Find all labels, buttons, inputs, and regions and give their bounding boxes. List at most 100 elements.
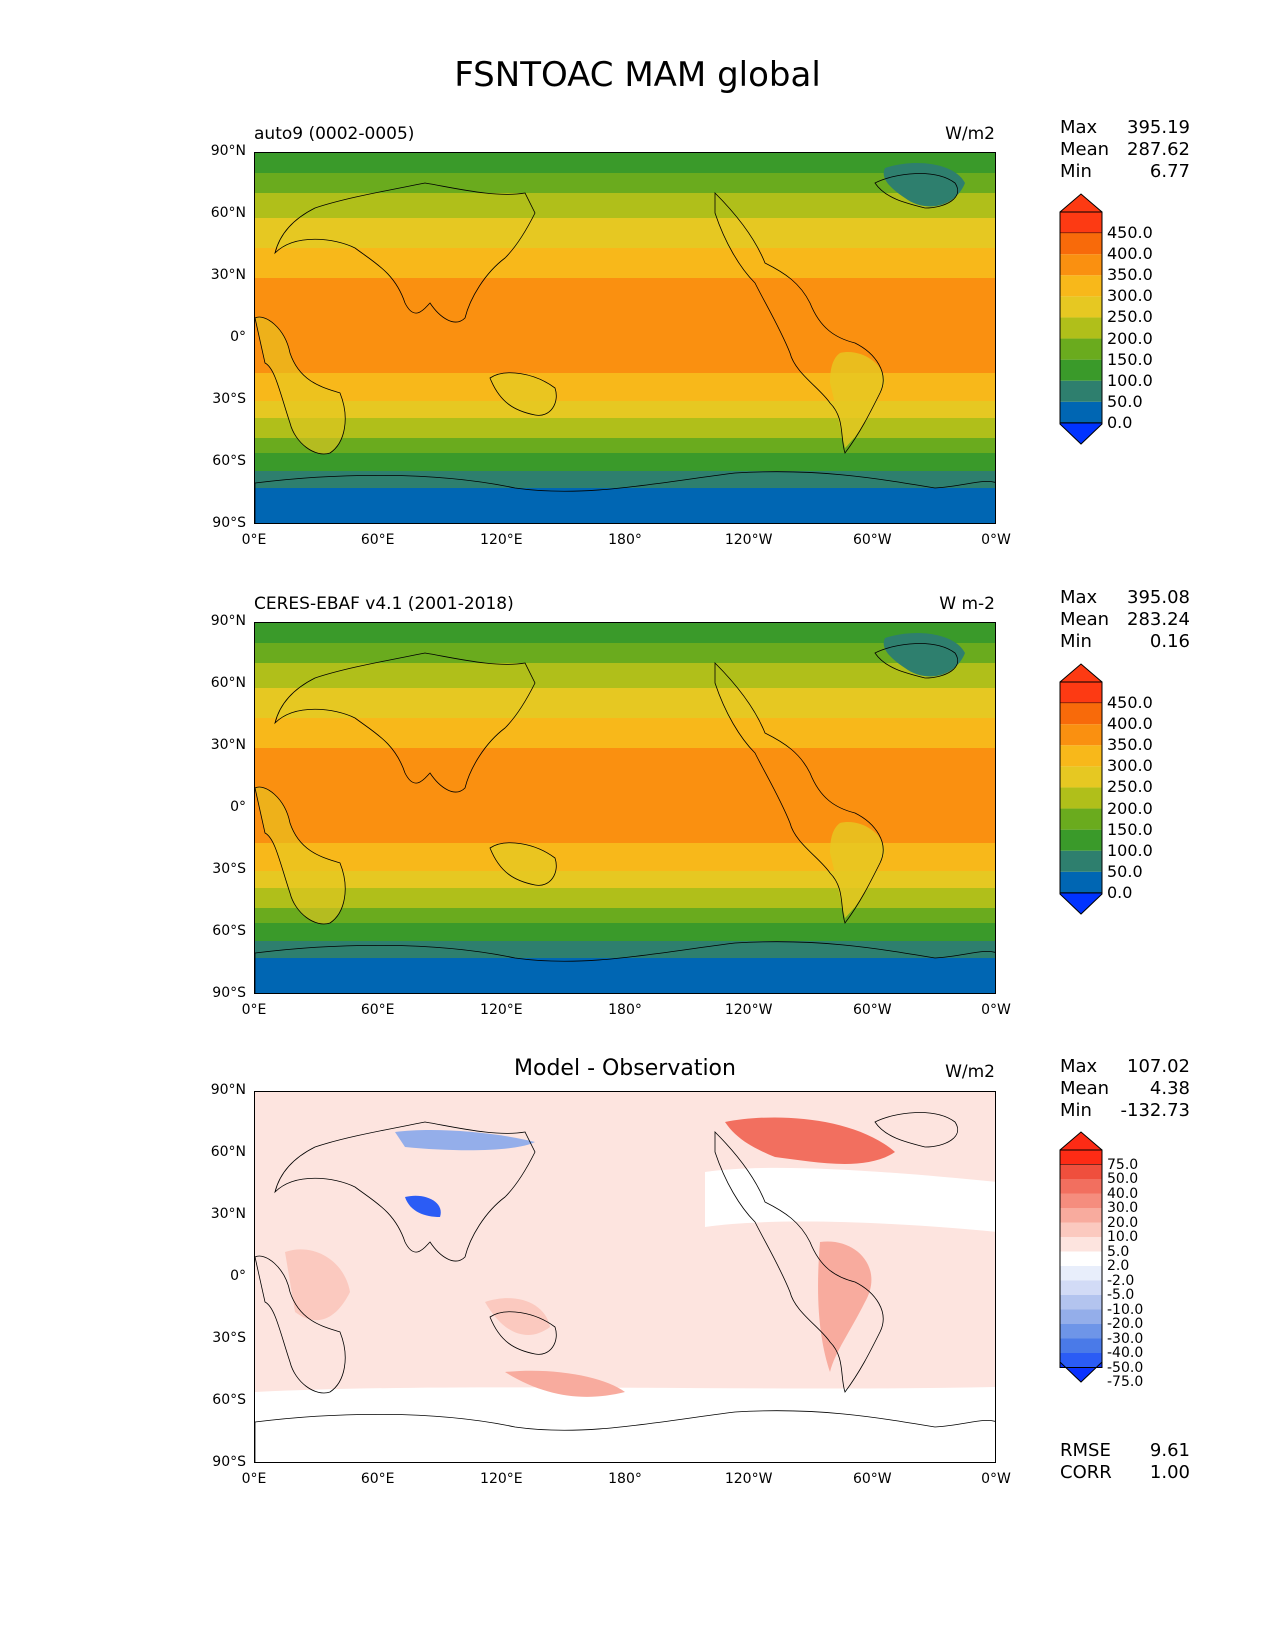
stat-min: 0.16	[1149, 631, 1190, 652]
colorbar-segment	[1060, 1353, 1102, 1368]
colorbar-top-extend	[1059, 1131, 1103, 1165]
colorbar-tick-label: -50.0	[1107, 1359, 1144, 1376]
colorbar-segment	[1060, 808, 1102, 830]
colorbar-segment	[1060, 703, 1102, 725]
stat-mean: 287.62	[1127, 139, 1190, 160]
colorbar-segment	[1060, 1338, 1102, 1353]
map1-coastline-3	[714, 192, 884, 454]
colorbar-segment	[1060, 1324, 1102, 1339]
map2-greenland-fill	[883, 633, 965, 677]
colorbar-tick-label: 150.0	[1107, 349, 1153, 369]
map1-south-america-fill	[830, 352, 885, 448]
panel2-y-tick-label: 30°N	[210, 737, 246, 753]
colorbar-tick-label: 400.0	[1107, 714, 1153, 734]
colorbar-segment	[1060, 338, 1102, 360]
map1-greenland-fill	[883, 163, 965, 207]
colorbar-top-extend	[1059, 663, 1103, 704]
map2-band-0	[255, 623, 995, 643]
map1-africa-fill	[255, 317, 346, 454]
panel2-units: W m-2	[939, 594, 995, 614]
map3-coastline-0	[255, 1255, 346, 1394]
map1-band-4	[255, 248, 995, 278]
colorbar-tick-label: 150.0	[1107, 819, 1153, 839]
map2-band-9	[255, 888, 995, 908]
panel3-x-tick-label: 60°W	[852, 1471, 892, 1487]
panel3-x-tick-label: 180°	[608, 1471, 642, 1487]
map1-band-13	[255, 488, 995, 523]
panel2-y-tick-label: 30°S	[212, 861, 246, 877]
map3-anomaly-4	[405, 1195, 441, 1217]
map2-coastline-5	[255, 941, 995, 993]
panel1-y-tick-label: 30°N	[210, 267, 246, 283]
colorbar-segment	[1060, 1208, 1102, 1223]
stat-mean: 4.38	[1149, 1078, 1190, 1099]
panel3-y-tick-label: 60°N	[210, 1144, 246, 1160]
map2-band-7	[255, 843, 995, 871]
panel2-x-tick-label: 60°W	[852, 1002, 892, 1018]
corr-value: 1.00	[1149, 1462, 1190, 1483]
map2-coastline-1	[274, 652, 536, 793]
map3-anomaly-0	[705, 1167, 995, 1232]
panel1-y-tick-label: 60°N	[210, 205, 246, 221]
colorbar-tick-label: -10.0	[1107, 1301, 1144, 1318]
map1-band-7	[255, 373, 995, 401]
panel1-x-tick-label: 60°W	[852, 532, 892, 548]
panel2-left-label: CERES-EBAF v4.1 (2001-2018)	[254, 594, 514, 614]
colorbar-tick-label: 100.0	[1107, 840, 1153, 860]
colorbar-segment	[1060, 1251, 1102, 1266]
colorbar-segment	[1060, 254, 1102, 276]
panel2-y-tick-label: 0°	[230, 799, 246, 815]
map2-band-8	[255, 871, 995, 888]
colorbar-outline	[1059, 211, 1103, 424]
rmse-value: 9.61	[1149, 1440, 1190, 1461]
colorbar-tick-label: 30.0	[1107, 1200, 1139, 1216]
map1-coastline-1	[274, 182, 536, 323]
panel1-y-tick-label: 90°N	[210, 143, 246, 159]
map3-anomaly-3	[395, 1130, 535, 1151]
colorbar-segment	[1060, 296, 1102, 318]
colorbar-tick-label: 10.0	[1107, 1229, 1139, 1245]
panel2-y-tick-label: 90°N	[210, 613, 246, 629]
map1-band-1	[255, 173, 995, 193]
colorbar-tick-label: 450.0	[1107, 223, 1153, 243]
map2-band-10	[255, 908, 995, 923]
panel3-x-tick-label: 120°E	[480, 1471, 523, 1487]
map2-band-5	[255, 748, 995, 773]
colorbar-tick-label: -20.0	[1107, 1316, 1144, 1332]
stat-mean-label: Mean	[1060, 609, 1110, 630]
stat-min-label: Min	[1060, 161, 1092, 182]
colorbar-tick-label: -2.0	[1107, 1272, 1135, 1289]
colorbar-tick-label: 75.0	[1107, 1156, 1139, 1173]
colorbar-segment	[1060, 724, 1102, 746]
stat-mean-label: Mean	[1060, 1078, 1110, 1099]
map3-coastline-5	[255, 1410, 995, 1462]
stat-max-label: Max	[1060, 117, 1098, 138]
stat-min: -132.73	[1120, 1100, 1190, 1121]
map2-coastline-2	[489, 842, 557, 886]
rmse-label: RMSE	[1060, 1440, 1111, 1461]
map1-band-0	[255, 153, 995, 173]
colorbar-tick-label: 50.0	[1107, 861, 1143, 881]
colorbar-tick-label: 250.0	[1107, 307, 1153, 327]
map1-band-10	[255, 438, 995, 453]
panel1-y-tick-label: 30°S	[212, 391, 246, 407]
map2-coastline-0	[255, 786, 346, 925]
stat-max: 395.19	[1127, 117, 1190, 138]
colorbar-segment	[1060, 766, 1102, 788]
colorbar-outline	[1059, 681, 1103, 894]
map1-coastline-5	[255, 471, 995, 523]
colorbar-segment	[1060, 1193, 1102, 1208]
map3-anomaly-1	[255, 1387, 995, 1462]
panel1-y-tick-label: 90°S	[212, 515, 246, 531]
map1-band-6	[255, 303, 995, 373]
panel1-x-tick-label: 120°E	[480, 532, 523, 548]
stat-max-label: Max	[1060, 587, 1098, 608]
map2-band-6	[255, 773, 995, 843]
colorbar-segment	[1060, 1222, 1102, 1237]
map1-coastline-4	[874, 173, 958, 209]
colorbar-segment	[1060, 380, 1102, 402]
stat-mean-label: Mean	[1060, 139, 1110, 160]
panel2-y-tick-label: 60°N	[210, 675, 246, 691]
panel3-map	[254, 1091, 996, 1463]
panel1-x-tick-label: 60°E	[360, 532, 395, 548]
